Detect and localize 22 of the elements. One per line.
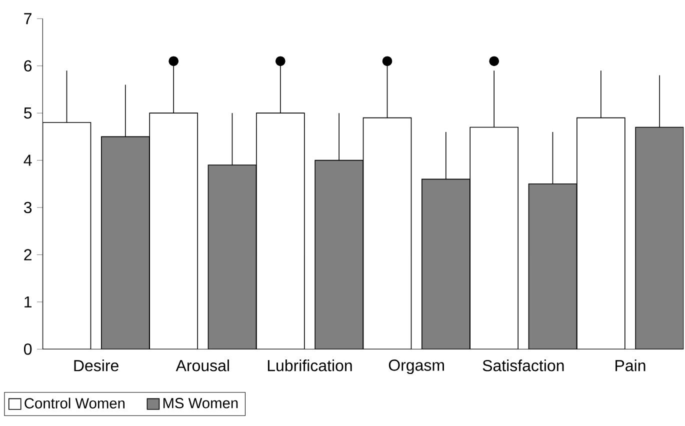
bar: [208, 164, 257, 349]
y-tick-label: 5: [24, 107, 32, 118]
legend-label: Control Women: [24, 397, 125, 408]
bar: [422, 178, 470, 349]
x-tick-label: Desire: [74, 359, 118, 372]
legend-label: MS Women: [163, 398, 238, 408]
y-tick-label: 4: [24, 154, 32, 166]
bar: [528, 183, 578, 349]
y-tick-label: 2: [24, 248, 32, 260]
x-tick-label: Arousal: [176, 359, 229, 372]
x-tick-label: Pain: [616, 359, 646, 372]
y-tick-label: 3: [24, 202, 32, 213]
x-tick-label: Orgasm: [388, 359, 444, 374]
y-tick-label: 6: [24, 60, 32, 72]
y-tick-label: 0: [24, 343, 32, 355]
y-tick-label: 1: [24, 296, 32, 308]
bar: [101, 136, 150, 349]
x-tick-label: Lubrification: [268, 359, 352, 372]
x-tick-label: Satisfaction: [482, 359, 564, 372]
bar: [314, 160, 364, 349]
bar: [635, 126, 684, 349]
y-tick-label: 7: [24, 12, 32, 24]
